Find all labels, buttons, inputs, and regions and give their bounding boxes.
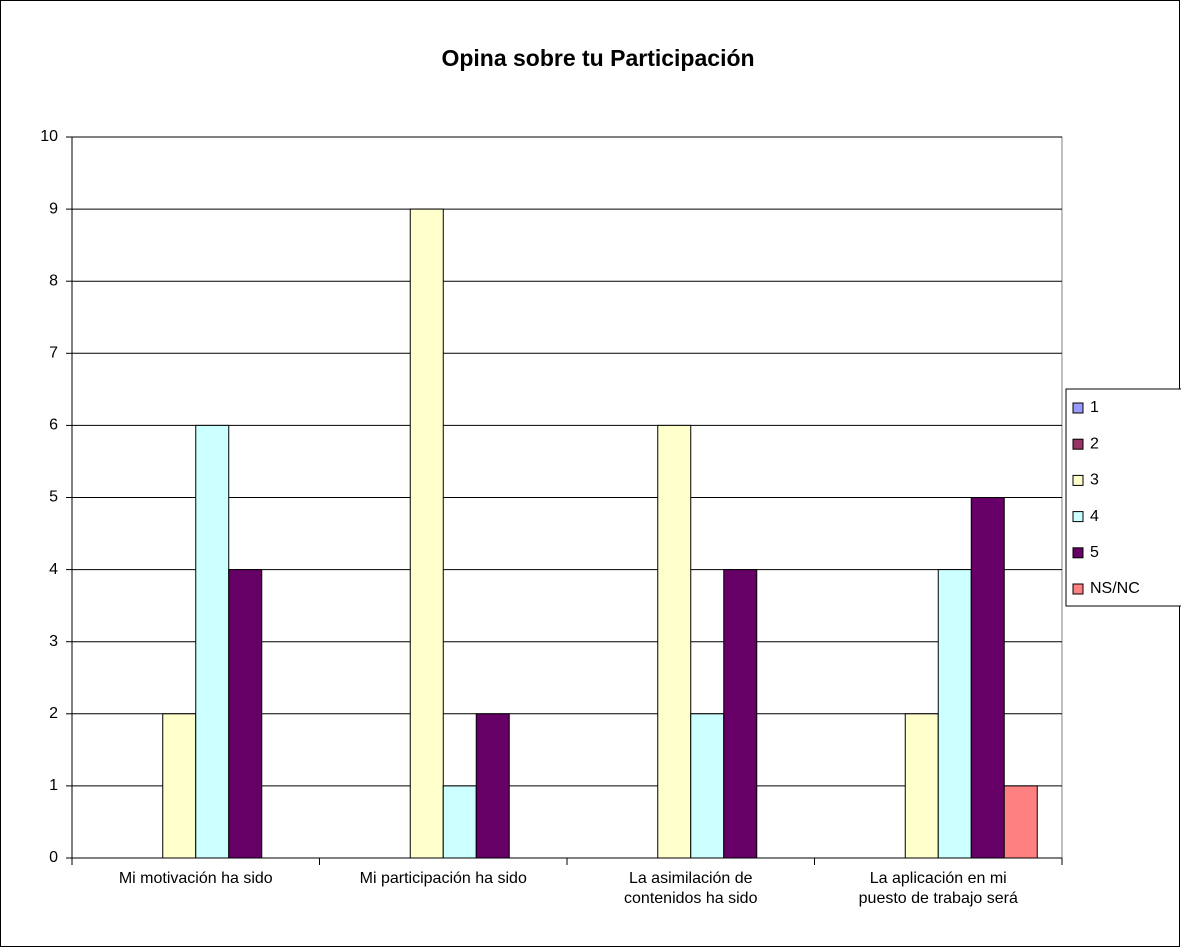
bar — [409, 208, 444, 859]
x-tick-label: La aplicación en mi puesto de trabajo se… — [858, 870, 1018, 907]
bar — [970, 497, 1005, 859]
legend-label: NS/NC — [1090, 580, 1140, 597]
legend-swatch — [1072, 402, 1084, 414]
legend-label: 5 — [1090, 544, 1099, 561]
y-tick-label: 7 — [49, 345, 58, 362]
y-tick-label: 8 — [49, 272, 58, 289]
bar — [937, 569, 972, 859]
y-tick-label: 4 — [49, 561, 58, 578]
legend-swatch — [1072, 438, 1084, 450]
bar — [195, 424, 230, 859]
x-tick-label: Mi participación ha sido — [359, 870, 527, 887]
legend-swatch — [1072, 547, 1084, 559]
y-tick-label: 2 — [49, 705, 58, 722]
y-tick-label: 9 — [49, 200, 58, 217]
legend-swatch — [1072, 583, 1084, 595]
y-tick-label: 10 — [40, 128, 58, 145]
legend-swatch — [1072, 474, 1084, 486]
legend-label: 4 — [1090, 508, 1099, 525]
y-tick-label: 1 — [49, 777, 58, 794]
y-tick-label: 6 — [49, 417, 58, 434]
legend-label: 3 — [1090, 472, 1099, 489]
bar — [690, 713, 725, 859]
chart-title: Opina sobre tu Participación — [441, 45, 754, 71]
legend-swatch — [1072, 511, 1084, 523]
bar — [723, 569, 758, 859]
bar — [904, 713, 939, 859]
legend-label: 2 — [1090, 435, 1099, 452]
x-tick-label: La asimilación de contenidos ha sido — [624, 870, 758, 907]
y-tick-label: 5 — [49, 489, 58, 506]
legend-box — [1065, 388, 1181, 607]
bar — [657, 424, 692, 859]
bar — [1003, 785, 1038, 859]
bar — [475, 713, 510, 859]
bar — [228, 569, 263, 859]
legend-label: 1 — [1090, 399, 1099, 416]
y-tick-label: 3 — [49, 633, 58, 650]
bar — [442, 785, 477, 859]
y-tick-label: 0 — [49, 849, 58, 866]
bar — [162, 713, 197, 859]
x-tick-label: Mi motivación ha sido — [118, 870, 273, 887]
